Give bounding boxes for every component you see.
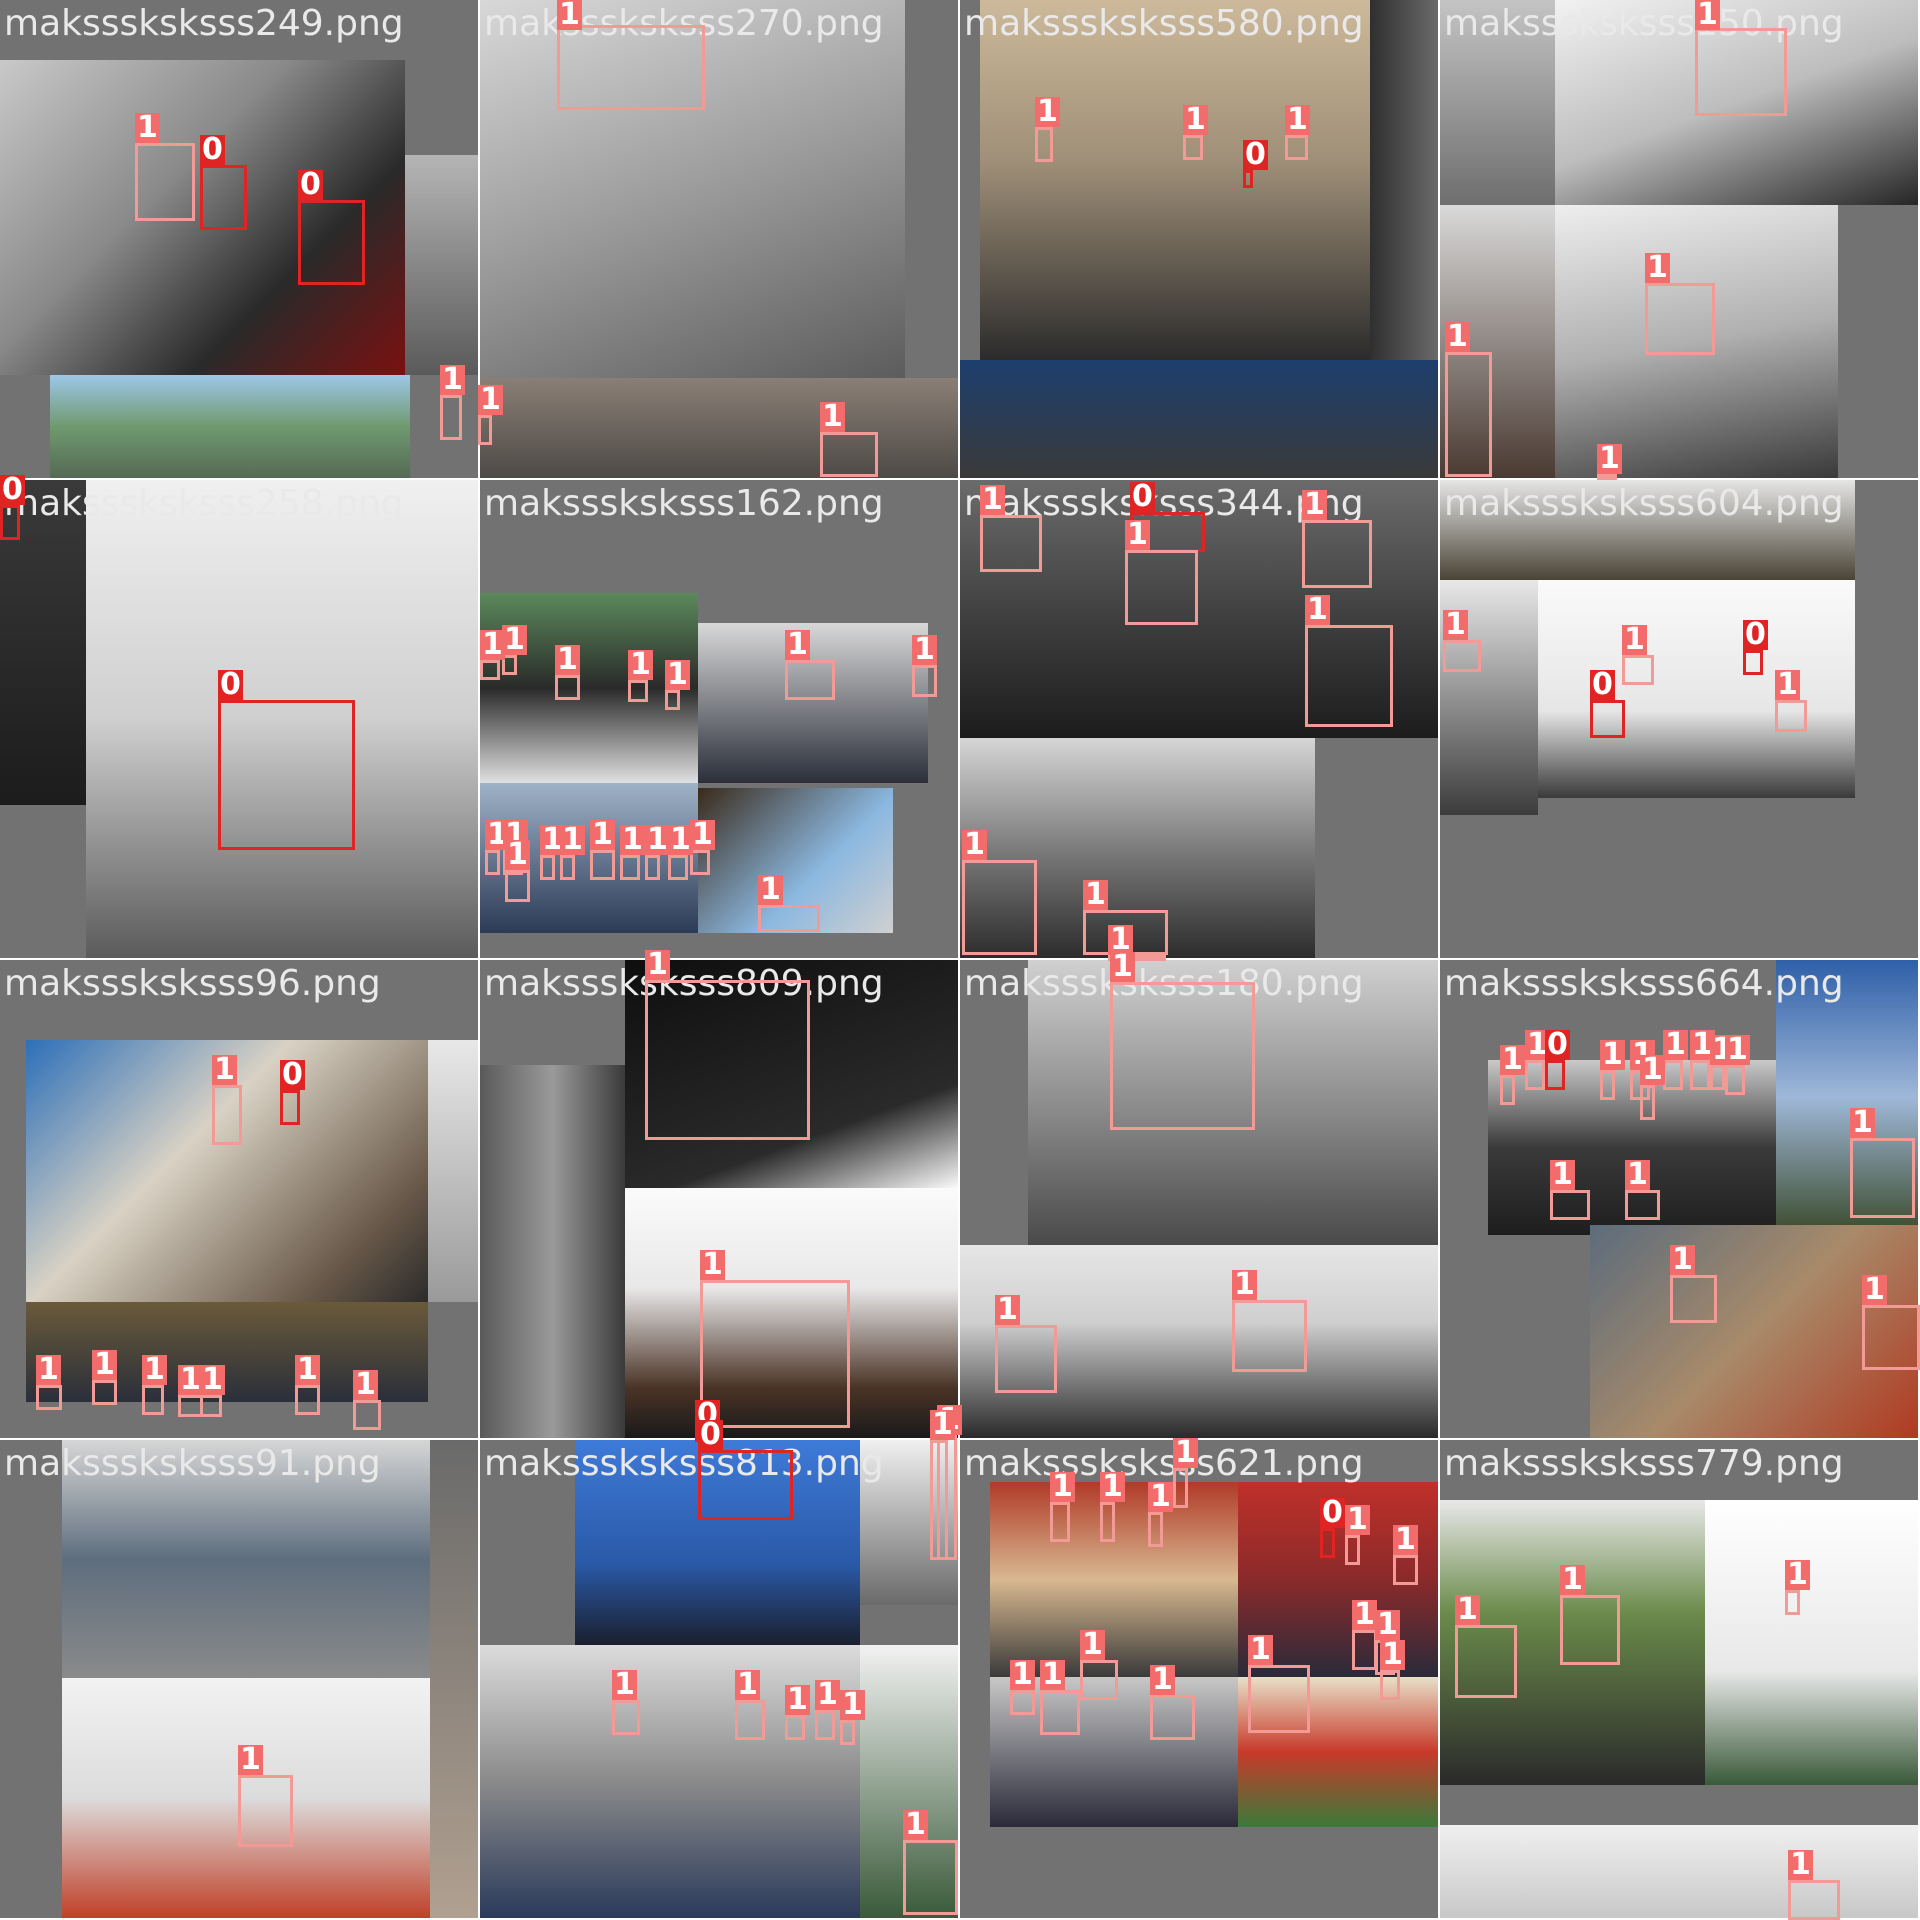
mosaic-photo [1238, 1482, 1438, 1677]
filename-label: maksssksksss580.png [964, 3, 1364, 44]
tile-maksssksksss809[interactable]: maksssksksss809.png [480, 960, 958, 1438]
tile-maksssksksss91[interactable]: maksssksksss91.png [0, 1440, 478, 1918]
mosaic-photo [1440, 580, 1538, 815]
mosaic-photo [0, 60, 405, 375]
filename-label: maksssksksss258.png [4, 483, 404, 524]
tile-maksssksksss162[interactable]: maksssksksss162.png [480, 480, 958, 958]
mosaic-photo [480, 593, 698, 783]
mosaic-photo [1590, 1225, 1918, 1438]
filename-label: maksssksksss96.png [4, 963, 381, 1004]
mosaic-photo [1440, 205, 1555, 478]
mosaic-photo [980, 0, 1370, 360]
filename-label: maksssksksss779.png [1444, 1443, 1844, 1484]
mosaic-photo [0, 480, 86, 805]
mosaic-photo [62, 1678, 430, 1918]
mosaic-photo [1776, 960, 1918, 1235]
tile-maksssksksss580[interactable]: maksssksksss580.png [960, 0, 1438, 478]
mosaic-photo [625, 960, 958, 1188]
mosaic-photo [1705, 1500, 1918, 1785]
mosaic-photo [480, 378, 958, 478]
mosaic-photo [405, 155, 478, 375]
mosaic-photo [1538, 580, 1855, 798]
tile-maksssksksss813[interactable]: maksssksksss813.png [480, 1440, 958, 1918]
mosaic-photo [1028, 960, 1438, 1245]
mosaic-photo [428, 1040, 478, 1302]
filename-label: maksssksksss604.png [1444, 483, 1844, 524]
mosaic-photo [1440, 1825, 1918, 1918]
mosaic-photo [960, 738, 1315, 958]
tile-maksssksksss258[interactable]: maksssksksss258.png [0, 480, 478, 958]
mosaic-photo [86, 480, 478, 958]
tile-maksssksksss150[interactable]: maksssksksss150.png [1440, 0, 1918, 478]
mosaic-photo [990, 1677, 1238, 1827]
mosaic-photo [575, 1440, 860, 1645]
mosaic-photo [625, 1188, 958, 1438]
mosaic-photo [990, 1482, 1238, 1677]
tile-maksssksksss621[interactable]: maksssksksss621.png [960, 1440, 1438, 1918]
filename-label: maksssksksss664.png [1444, 963, 1844, 1004]
mosaic-photo [480, 0, 905, 378]
filename-label: maksssksksss180.png [964, 963, 1364, 1004]
mosaic-photo [960, 1245, 1438, 1438]
mosaic-photo [1440, 1500, 1705, 1785]
mosaic-photo [430, 1440, 478, 1918]
mosaic-photo [698, 788, 893, 933]
tile-maksssksksss604[interactable]: maksssksksss604.png [1440, 480, 1918, 958]
mosaic-photo [480, 1065, 625, 1438]
mosaic-photo [26, 1302, 428, 1402]
tile-maksssksksss344[interactable]: maksssksksss344.png [960, 480, 1438, 958]
mosaic-photo [960, 360, 1438, 478]
tile-maksssksksss180[interactable]: maksssksksss180.png [960, 960, 1438, 1438]
mosaic-photo [1440, 0, 1555, 205]
filename-label: maksssksksss270.png [484, 3, 884, 44]
mosaic-photo [698, 623, 928, 783]
filename-label: maksssksksss809.png [484, 963, 884, 1004]
mosaic-photo [1440, 480, 1855, 580]
mosaic-photo [62, 1440, 430, 1678]
mosaic-photo [1238, 1677, 1438, 1827]
filename-label: maksssksksss91.png [4, 1443, 381, 1484]
tile-maksssksksss96[interactable]: maksssksksss96.png [0, 960, 478, 1438]
filename-label: maksssksksss621.png [964, 1443, 1364, 1484]
filename-label: maksssksksss162.png [484, 483, 884, 524]
tile-maksssksksss779[interactable]: maksssksksss779.png [1440, 1440, 1918, 1918]
mosaic-photo [1555, 205, 1838, 478]
mosaic-photo [480, 783, 698, 933]
mosaic-photo [860, 1440, 958, 1605]
mosaic-photo [26, 1040, 431, 1302]
filename-label: maksssksksss813.png [484, 1443, 884, 1484]
mosaic-photo [480, 1645, 860, 1918]
filename-label: maksssksksss150.png [1444, 3, 1844, 44]
tile-maksssksksss664[interactable]: maksssksksss664.png [1440, 960, 1918, 1438]
mosaic-photo [1488, 1060, 1776, 1235]
tile-maksssksksss270[interactable]: maksssksksss270.png [480, 0, 958, 478]
mosaic-photo [1370, 0, 1438, 360]
mosaic-photo [1555, 0, 1918, 205]
mosaic-photo [860, 1645, 958, 1918]
filename-label: maksssksksss249.png [4, 3, 404, 44]
mosaic-photo [50, 375, 410, 478]
tile-maksssksksss249[interactable]: maksssksksss249.png [0, 0, 478, 478]
filename-label: maksssksksss344.png [964, 483, 1364, 524]
